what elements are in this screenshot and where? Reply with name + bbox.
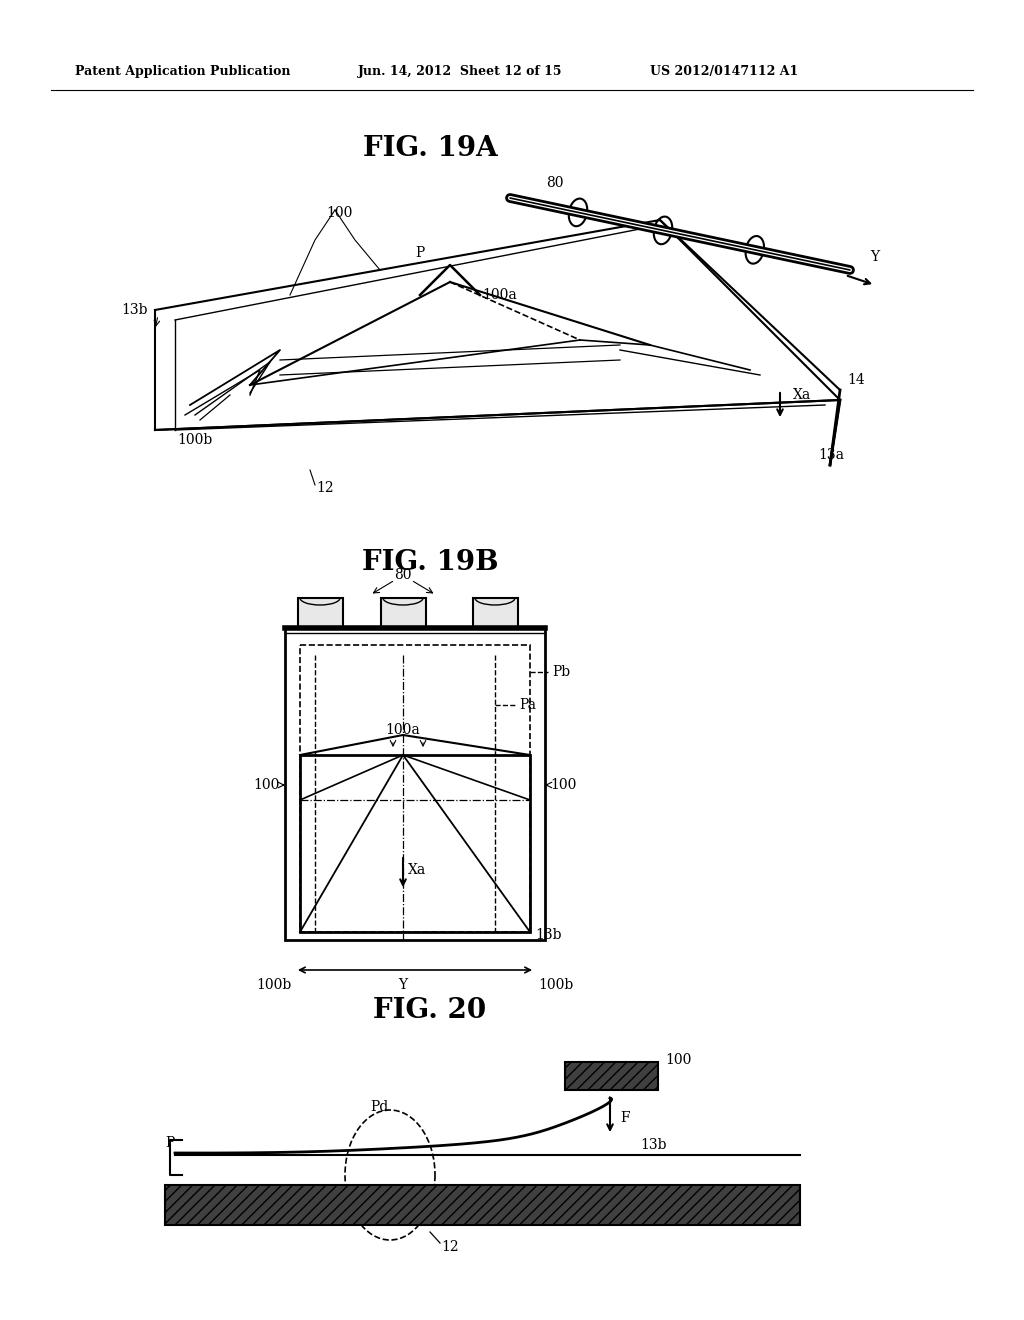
- Text: 12: 12: [316, 480, 334, 495]
- Text: Patent Application Publication: Patent Application Publication: [75, 66, 291, 78]
- Text: Y: Y: [398, 978, 408, 993]
- Text: 100: 100: [665, 1053, 691, 1067]
- Text: Pb: Pb: [552, 665, 570, 678]
- Bar: [165, 1185, 800, 1225]
- Text: P: P: [416, 246, 425, 260]
- Ellipse shape: [568, 198, 588, 226]
- Text: Pa: Pa: [519, 698, 536, 711]
- Text: Xa: Xa: [408, 863, 426, 876]
- Text: 14: 14: [847, 374, 864, 387]
- Text: 13b: 13b: [640, 1138, 667, 1152]
- Text: 13b: 13b: [122, 304, 148, 317]
- Text: 13a: 13a: [818, 447, 844, 462]
- Bar: [381, 598, 426, 628]
- Bar: [300, 645, 530, 932]
- Bar: [472, 598, 517, 628]
- Bar: [300, 755, 530, 932]
- Text: 100b: 100b: [257, 978, 292, 993]
- Text: Xa: Xa: [793, 388, 811, 403]
- Ellipse shape: [745, 236, 764, 264]
- Text: 100a: 100a: [386, 723, 421, 737]
- Text: 100a: 100a: [482, 288, 517, 302]
- Bar: [565, 1063, 658, 1090]
- Bar: [285, 628, 545, 940]
- Bar: [298, 598, 342, 628]
- Text: P: P: [166, 1137, 175, 1150]
- Text: 100: 100: [254, 777, 280, 792]
- Text: F: F: [620, 1111, 630, 1125]
- Text: 100b: 100b: [177, 433, 213, 447]
- Text: US 2012/0147112 A1: US 2012/0147112 A1: [650, 66, 799, 78]
- Text: Jun. 14, 2012  Sheet 12 of 15: Jun. 14, 2012 Sheet 12 of 15: [358, 66, 562, 78]
- Ellipse shape: [653, 216, 673, 244]
- Text: FIG. 19A: FIG. 19A: [362, 135, 498, 161]
- Text: 12: 12: [441, 1239, 459, 1254]
- Text: FIG. 19B: FIG. 19B: [361, 549, 499, 576]
- Text: 80: 80: [394, 568, 412, 582]
- Text: FIG. 20: FIG. 20: [374, 997, 486, 1023]
- Text: Y: Y: [870, 249, 880, 264]
- Text: 100: 100: [327, 206, 353, 220]
- Text: 80: 80: [546, 176, 564, 190]
- Text: 13b: 13b: [535, 928, 561, 942]
- Text: 100: 100: [550, 777, 577, 792]
- Text: Pd: Pd: [370, 1100, 388, 1114]
- Text: 100b: 100b: [538, 978, 573, 993]
